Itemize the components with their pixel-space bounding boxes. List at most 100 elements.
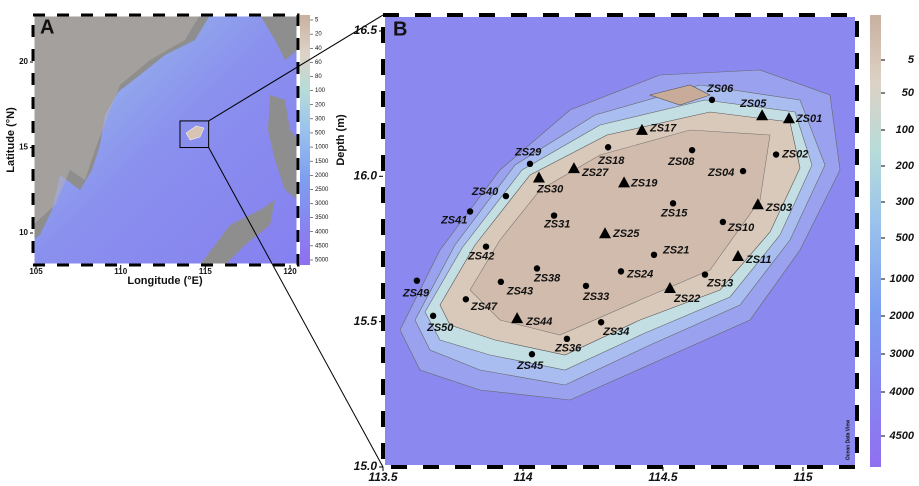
colorbar-tick-label: 5000 bbox=[315, 258, 329, 264]
colorbar-tick-label: 100 bbox=[315, 88, 326, 94]
station-dot bbox=[651, 252, 657, 258]
colorbar bbox=[870, 15, 881, 467]
station-label: ZS18 bbox=[597, 155, 625, 167]
station-label: ZS04 bbox=[707, 167, 734, 179]
station-dot bbox=[529, 351, 535, 357]
x-tick-label: 105 bbox=[29, 267, 43, 276]
y-tick-label: 15.0 bbox=[354, 459, 378, 473]
x-tick-label: 120 bbox=[283, 267, 297, 276]
station-label: ZS41 bbox=[440, 214, 467, 226]
station-label: ZS02 bbox=[781, 148, 808, 160]
station-label: ZS38 bbox=[533, 272, 561, 284]
station-dot bbox=[467, 208, 473, 214]
colorbar-tick-label: 5 bbox=[908, 54, 915, 66]
station-dot bbox=[773, 151, 779, 157]
colorbar-tick-label: 3000 bbox=[315, 201, 329, 207]
station-dot bbox=[527, 161, 533, 167]
station-label: ZS17 bbox=[649, 123, 677, 135]
station-dot bbox=[605, 144, 611, 150]
colorbar-tick-label: 4000 bbox=[889, 386, 915, 398]
x-tick-label: 115 bbox=[199, 267, 212, 276]
station-label: ZS29 bbox=[514, 147, 542, 159]
station-label: ZS30 bbox=[536, 183, 564, 195]
figure: A Longitude (°E) Latitude (°N) B Depth (… bbox=[0, 0, 919, 486]
station-dot bbox=[720, 219, 726, 225]
station-label: ZS13 bbox=[706, 277, 733, 289]
station-label: ZS10 bbox=[727, 222, 755, 234]
credit: Ocean Data View bbox=[845, 420, 851, 460]
colorbar-label: Depth (m) bbox=[335, 114, 347, 166]
colorbar-tick-label: 40 bbox=[315, 46, 322, 52]
station-label: ZS40 bbox=[471, 186, 499, 198]
station-label: ZS21 bbox=[662, 245, 689, 257]
station-label: ZS11 bbox=[745, 254, 771, 266]
x-tick-label: 114.5 bbox=[648, 470, 677, 484]
station-label: ZS44 bbox=[525, 316, 552, 328]
panel-b: B Depth (m) Ocean Data View bbox=[335, 15, 881, 467]
y-axis-label: Latitude (°N) bbox=[5, 107, 17, 173]
station-dot bbox=[583, 283, 589, 289]
colorbar-tick-label: 2000 bbox=[889, 310, 915, 322]
y-tick-label: 10 bbox=[19, 228, 28, 237]
station-label: ZS27 bbox=[581, 167, 609, 179]
station-dot bbox=[503, 193, 509, 199]
station-label: ZS43 bbox=[506, 286, 533, 298]
station-label: ZS42 bbox=[467, 251, 494, 263]
x-tick-label: 115 bbox=[793, 470, 812, 484]
station-dot bbox=[483, 243, 489, 249]
station-label: ZS19 bbox=[630, 177, 658, 189]
station-dot bbox=[498, 279, 504, 285]
station-label: ZS03 bbox=[765, 202, 792, 214]
y-tick-label: 15.5 bbox=[354, 314, 378, 328]
colorbar-tick-label: 3000 bbox=[890, 348, 915, 360]
colorbar-tick-label: 80 bbox=[315, 74, 322, 80]
station-dot bbox=[414, 277, 420, 283]
station-label: ZS08 bbox=[667, 156, 695, 168]
colorbar-tick-label: 3500 bbox=[315, 215, 329, 221]
station-dot bbox=[534, 265, 540, 271]
colorbar-tick-label: 300 bbox=[315, 116, 326, 122]
colorbar-tick-label: 2000 bbox=[315, 173, 329, 179]
colorbar-tick-label: 4500 bbox=[889, 430, 915, 442]
station-label: ZS22 bbox=[673, 293, 700, 305]
station-label: ZS47 bbox=[470, 301, 498, 313]
colorbar-tick-label: 1000 bbox=[315, 145, 329, 151]
colorbar-tick-label: 200 bbox=[895, 160, 915, 172]
colorbar-tick-label: 50 bbox=[902, 87, 915, 99]
station-dot bbox=[740, 168, 746, 174]
station-dot bbox=[564, 336, 570, 342]
colorbar-tick-label: 300 bbox=[896, 196, 915, 208]
station-label: ZS25 bbox=[612, 228, 640, 240]
x-axis-label: Longitude (°E) bbox=[127, 275, 203, 287]
x-tick-label: 110 bbox=[114, 267, 127, 276]
station-label: ZS05 bbox=[739, 98, 767, 110]
station-label: ZS50 bbox=[426, 322, 454, 334]
station-label: ZS01 bbox=[795, 113, 822, 125]
colorbar-tick-label: 1000 bbox=[890, 273, 915, 285]
panel-letter: B bbox=[393, 18, 407, 40]
colorbar-tick-label: 5 bbox=[315, 18, 319, 24]
station-dot bbox=[689, 147, 695, 153]
station-label: ZS49 bbox=[402, 288, 430, 300]
station-label: ZS36 bbox=[554, 343, 582, 355]
station-dot bbox=[598, 319, 604, 325]
colorbar-tick-label: 500 bbox=[896, 232, 915, 244]
station-label: ZS45 bbox=[516, 360, 544, 372]
y-tick-label: 15 bbox=[19, 143, 28, 152]
colorbar-tick-label: 200 bbox=[315, 102, 326, 108]
station-label: ZS31 bbox=[543, 218, 570, 230]
panel-letter: A bbox=[40, 16, 54, 38]
station-label: ZS34 bbox=[602, 326, 629, 338]
colorbar-tick-label: 20 bbox=[315, 32, 322, 38]
station-label: ZS33 bbox=[582, 291, 609, 303]
colorbar-tick-label: 2500 bbox=[315, 187, 329, 193]
colorbar-tick-label: 4000 bbox=[315, 229, 329, 235]
colorbar-tick-label: 100 bbox=[896, 124, 915, 136]
y-tick-label: 20 bbox=[19, 57, 28, 66]
station-dot bbox=[670, 200, 676, 206]
y-tick-label: 16.0 bbox=[354, 168, 378, 182]
y-tick-label: 16.5 bbox=[354, 23, 378, 37]
panel-a: A Longitude (°E) Latitude (°N) bbox=[5, 15, 310, 287]
colorbar-tick-label: 60 bbox=[315, 60, 322, 66]
colorbar-tick-label: 500 bbox=[315, 131, 326, 137]
